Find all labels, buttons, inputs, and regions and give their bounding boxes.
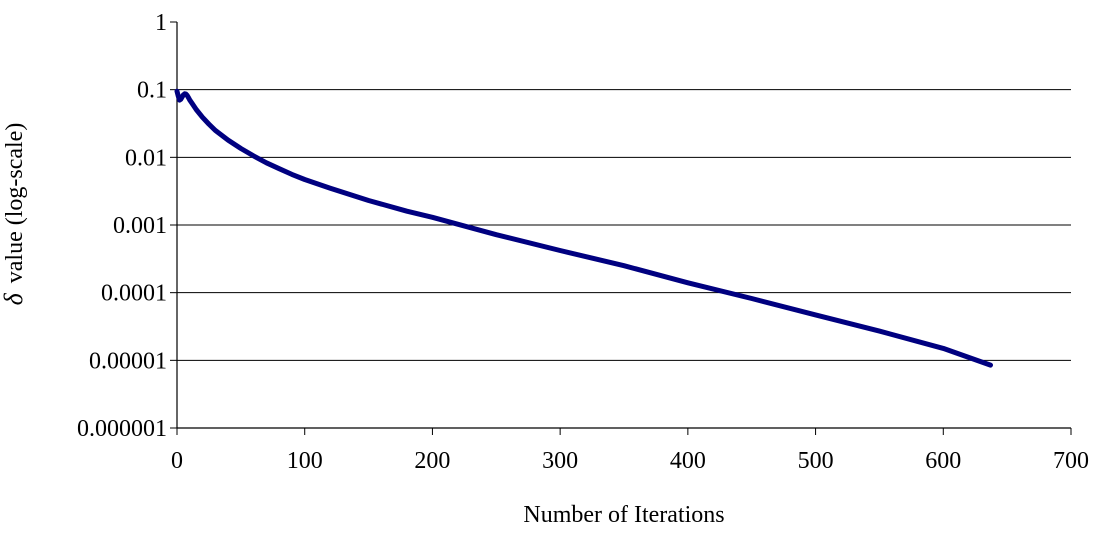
axes: [170, 22, 1071, 435]
x-axis-title: Number of Iterations: [523, 502, 724, 528]
y-axis-title: δ value (log-scale): [0, 123, 28, 306]
y-tick-label: 0.00001: [89, 348, 167, 374]
y-tick-label: 0.0001: [101, 281, 167, 307]
y-axis-title-symbol: δ: [0, 292, 28, 305]
y-tick-label: 1: [155, 10, 167, 36]
x-tick-label: 100: [287, 448, 323, 474]
x-tick-label: 0: [171, 448, 183, 474]
x-tick-label: 300: [542, 448, 578, 474]
x-tick-label: 400: [670, 448, 706, 474]
x-tick-label: 600: [925, 448, 961, 474]
y-tick-label: 0.001: [113, 213, 167, 239]
x-tick-label: 700: [1053, 448, 1089, 474]
x-tick-label: 500: [798, 448, 834, 474]
x-tick-label: 200: [414, 448, 450, 474]
y-tick-label: 0.01: [125, 145, 167, 171]
series-group: [177, 91, 991, 365]
y-tick-label: 0.1: [137, 78, 167, 104]
grid-lines: [177, 90, 1071, 361]
series-line-0: [177, 91, 991, 365]
y-axis-title-text: value (log-scale): [2, 123, 28, 284]
y-tick-label: 0.000001: [77, 416, 167, 442]
